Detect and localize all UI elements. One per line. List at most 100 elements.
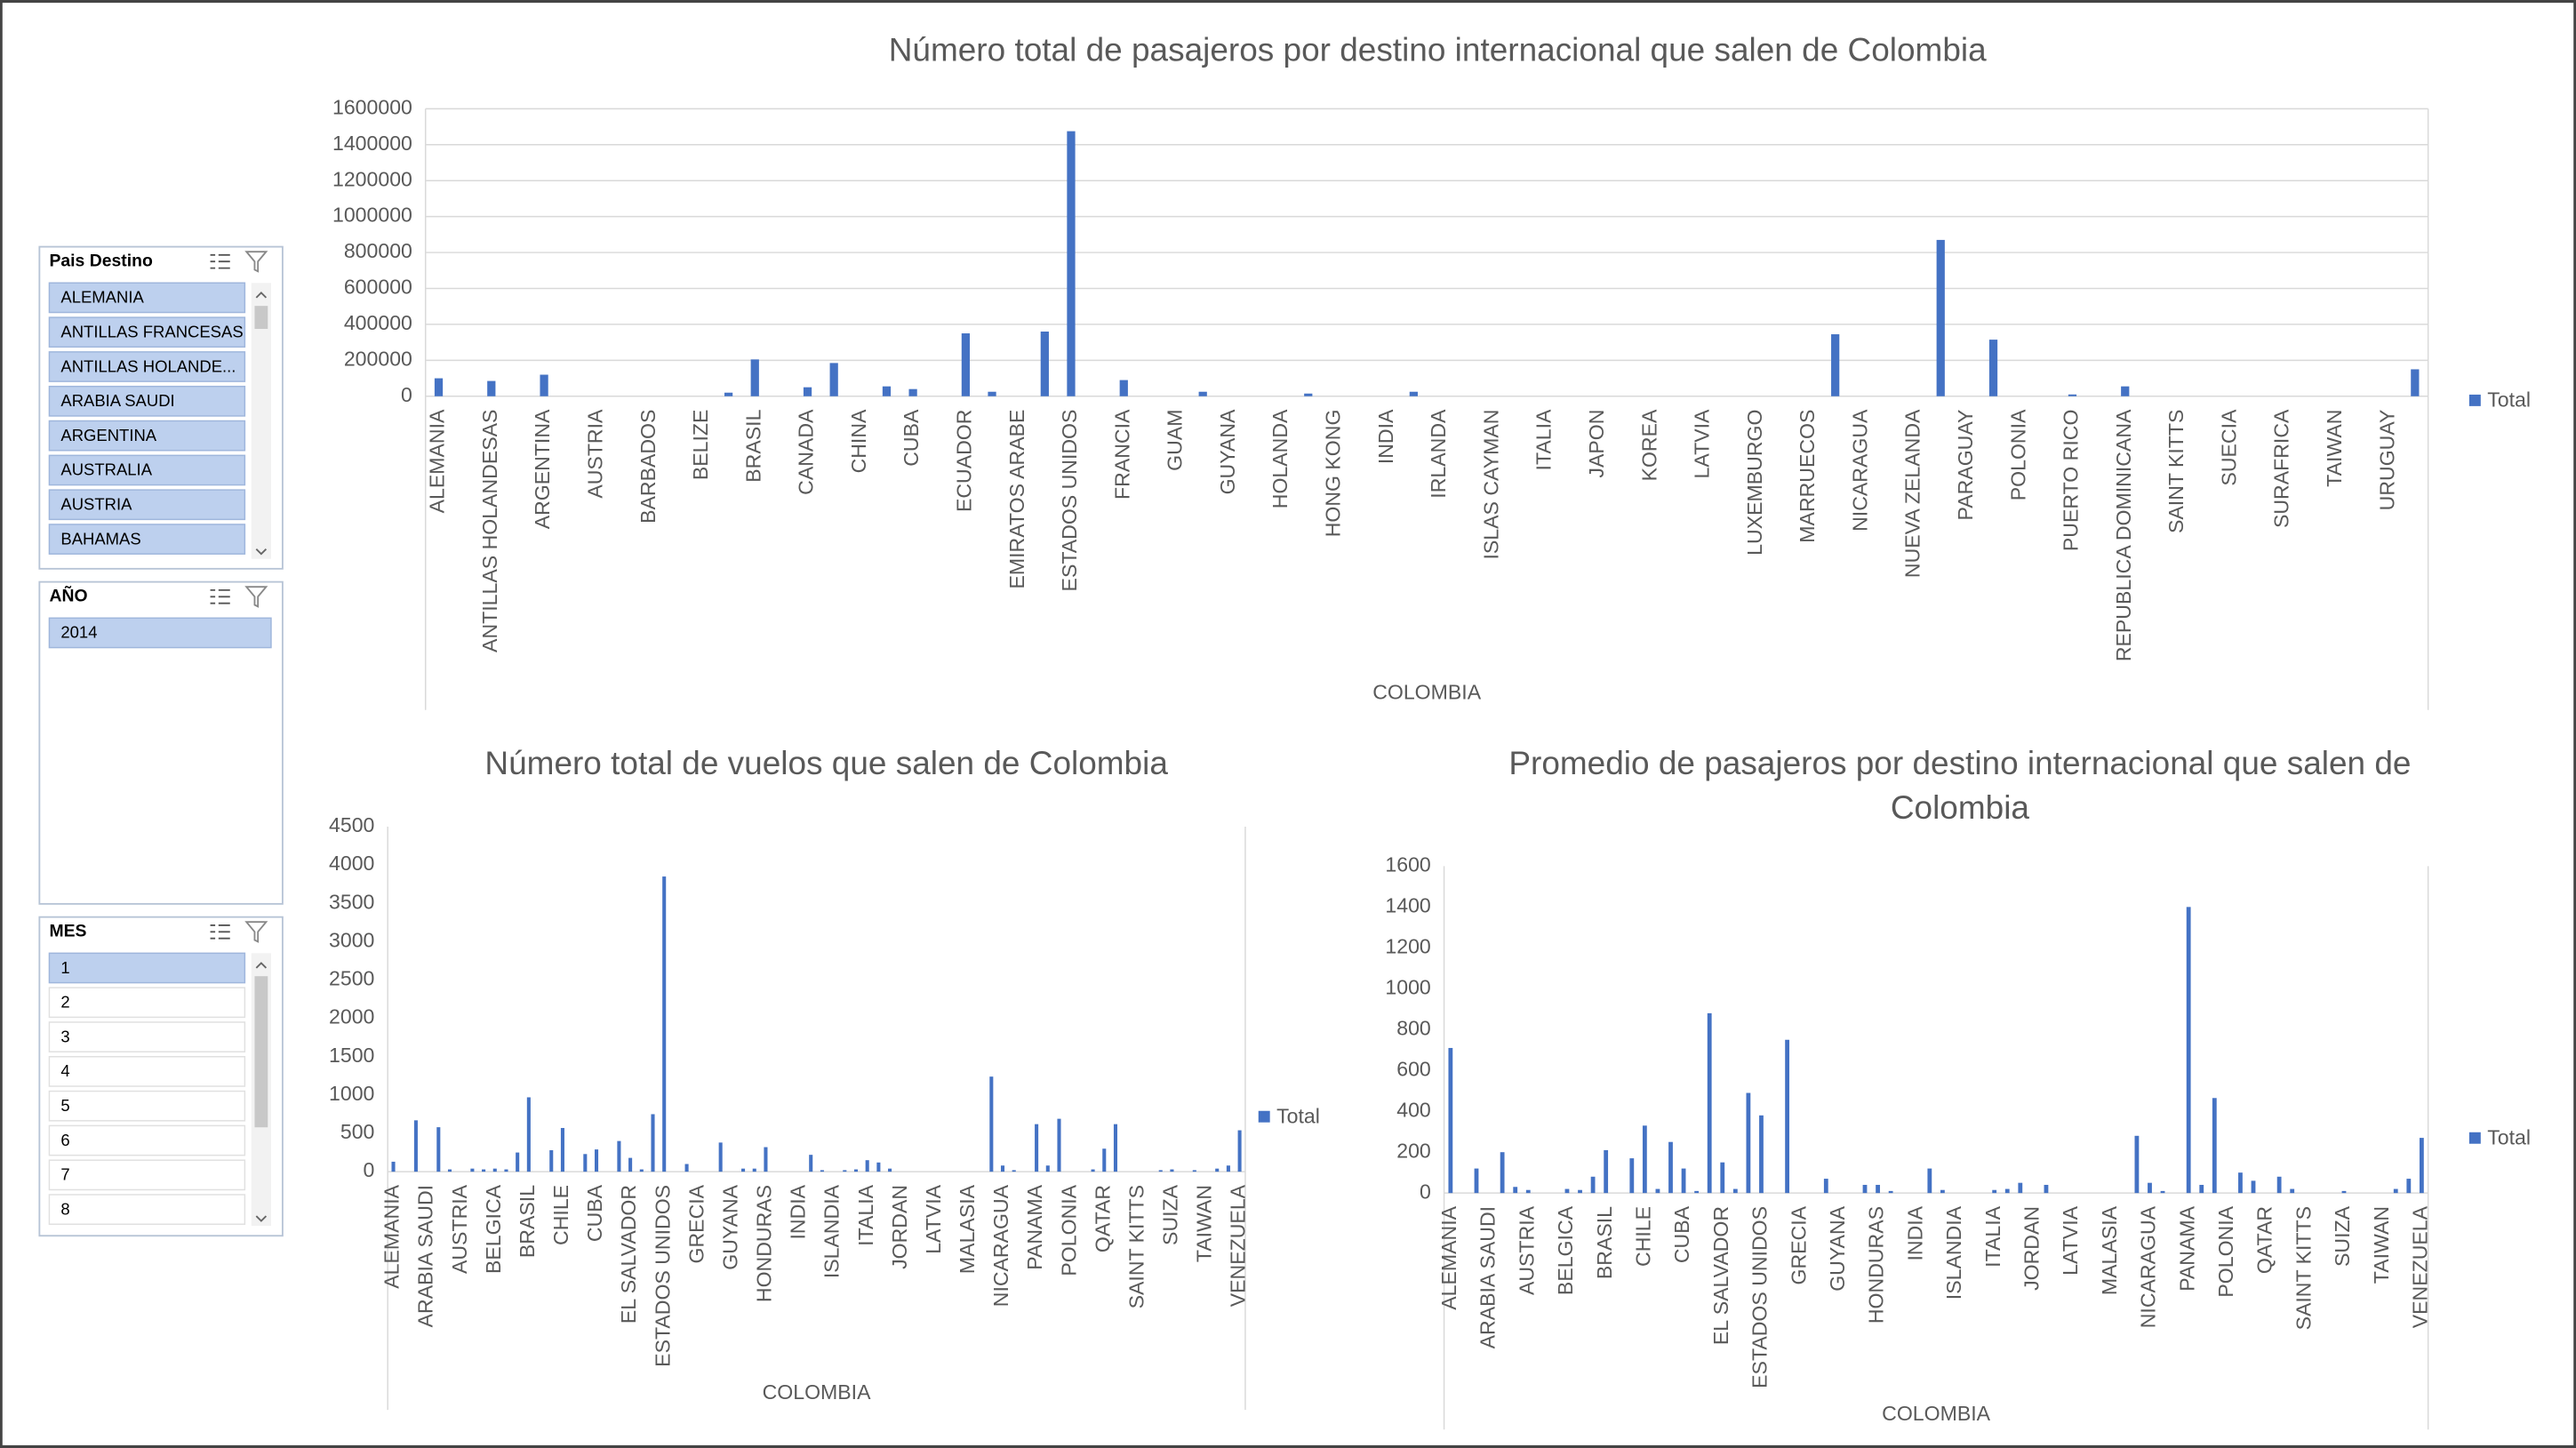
x-tick-label: ITALIA xyxy=(1981,1205,2004,1267)
bar xyxy=(391,1161,396,1172)
bar xyxy=(1629,1158,1635,1194)
x-tick-label: VENEZUELA xyxy=(2408,1205,2431,1328)
bar xyxy=(1513,1187,1518,1194)
slicer-item[interactable] xyxy=(48,351,246,382)
bar xyxy=(2186,907,2191,1194)
x-tick-label: CHILE xyxy=(549,1185,572,1245)
bar xyxy=(1888,1190,1893,1194)
x-tick-label: SAINT KITTS xyxy=(2164,410,2188,533)
multi-select-icon xyxy=(210,588,230,604)
y-tick-label: 1600000 xyxy=(332,95,412,118)
x-tick-label: INDIA xyxy=(1903,1205,1926,1260)
slicer-item[interactable] xyxy=(48,1124,246,1156)
slicer-item[interactable] xyxy=(48,987,246,1019)
bar xyxy=(2004,1188,2010,1194)
x-tick-label: CUBA xyxy=(583,1184,606,1242)
slicer-item[interactable] xyxy=(48,1159,246,1191)
bar xyxy=(2419,1138,2424,1194)
x-axis-title: COLOMBIA xyxy=(1882,1402,1991,1425)
bar xyxy=(829,363,838,396)
x-tick-label: QATAR xyxy=(2253,1206,2276,1274)
x-tick-label: GUYANA xyxy=(718,1184,741,1269)
bar xyxy=(752,1168,756,1172)
clear-filter-icon xyxy=(244,586,268,608)
x-tick-label: ISLANDIA xyxy=(1942,1205,1965,1300)
bar xyxy=(526,1097,531,1172)
slicer-item[interactable] xyxy=(48,952,246,984)
legend-swatch xyxy=(2468,1132,2481,1144)
bar xyxy=(1119,380,1128,396)
y-tick-label: 800000 xyxy=(344,239,412,262)
bar xyxy=(560,1127,564,1172)
slicer-item[interactable] xyxy=(48,524,246,555)
bar xyxy=(2018,1182,2023,1194)
slicer-item[interactable] xyxy=(48,420,246,452)
bar xyxy=(1040,332,1049,396)
x-tick-label: MARRUECOS xyxy=(1796,410,1819,543)
slicer-item-label: AUSTRALIA xyxy=(60,460,152,479)
scrollbar-thumb[interactable] xyxy=(254,976,268,1128)
x-tick-label: PANAMA xyxy=(2175,1205,2198,1291)
y-tick-label: 200000 xyxy=(344,347,412,370)
bar xyxy=(1198,391,1207,396)
slicer-item[interactable] xyxy=(48,617,272,649)
x-tick-label: CHINA xyxy=(847,409,870,473)
slicer-item[interactable] xyxy=(48,385,246,417)
x-tick-label: SUIZA xyxy=(1159,1184,1182,1245)
slicer-item[interactable] xyxy=(48,1056,246,1087)
slicer-item[interactable] xyxy=(48,1021,246,1052)
slicer-item[interactable] xyxy=(48,1090,246,1122)
y-tick-label: 1200 xyxy=(1385,934,1430,957)
multi-select-icon xyxy=(210,253,230,269)
x-tick-label: ISLANDIA xyxy=(820,1184,844,1278)
bar xyxy=(1940,1189,1945,1194)
x-tick-label: JORDAN xyxy=(2020,1206,2043,1291)
x-tick-label: LATVIA xyxy=(922,1184,945,1253)
x-tick-label: EMIRATOS ARABE xyxy=(1005,410,1028,589)
bar xyxy=(2068,394,2077,396)
slicer-item-label: ANTILLAS FRANCESAS xyxy=(60,323,243,341)
bar xyxy=(651,1114,655,1172)
x-tick-label: PANAMA xyxy=(1023,1184,1046,1269)
x-tick-label: SUECIA xyxy=(2217,409,2240,486)
x-tick-label: CHILE xyxy=(1631,1206,1654,1267)
x-tick-label: REPUBLICA DOMINICANA xyxy=(2112,409,2135,661)
slicer-item[interactable] xyxy=(48,1194,246,1226)
bar xyxy=(1012,1170,1016,1172)
bar xyxy=(1192,1170,1196,1172)
scrollbar-track xyxy=(251,283,271,559)
x-tick-label: SURAFRICA xyxy=(2270,409,2293,528)
slicer-item-label: 6 xyxy=(60,1131,69,1149)
bar xyxy=(1720,1162,1725,1194)
x-tick-label: POLONIA xyxy=(2006,409,2029,500)
bar xyxy=(764,1147,768,1172)
bar xyxy=(1057,1118,1061,1172)
legend-swatch xyxy=(1258,1110,1270,1123)
bar xyxy=(1035,1124,1039,1172)
x-tick-label: ITALIA xyxy=(1532,409,1556,470)
bar xyxy=(434,378,444,396)
x-tick-label: EL SALVADOR xyxy=(1709,1206,1732,1345)
slicer-item[interactable] xyxy=(48,316,246,348)
scroll-up[interactable] xyxy=(255,962,268,969)
slicer-item-label: 3 xyxy=(60,1027,69,1045)
slicer-item[interactable] xyxy=(48,282,246,314)
bar xyxy=(583,1154,588,1172)
x-tick-label: GUYANA xyxy=(1826,1205,1849,1291)
bar xyxy=(853,1169,859,1172)
slicer-item[interactable] xyxy=(48,489,246,521)
y-tick-label: 0 xyxy=(364,1158,375,1181)
bar xyxy=(2212,1098,2217,1194)
bar xyxy=(482,1169,486,1172)
slicer-item[interactable] xyxy=(48,454,246,486)
scroll-down[interactable] xyxy=(255,1215,268,1222)
slicer-item-label: 1 xyxy=(60,958,69,977)
scroll-up[interactable] xyxy=(255,292,268,299)
bar xyxy=(882,386,892,396)
x-tick-label: QATAR xyxy=(1091,1185,1114,1252)
bar xyxy=(1409,391,1418,396)
bar xyxy=(961,333,971,396)
scrollbar-thumb[interactable] xyxy=(254,306,268,330)
bar xyxy=(1091,1169,1095,1172)
scroll-down[interactable] xyxy=(255,548,268,556)
